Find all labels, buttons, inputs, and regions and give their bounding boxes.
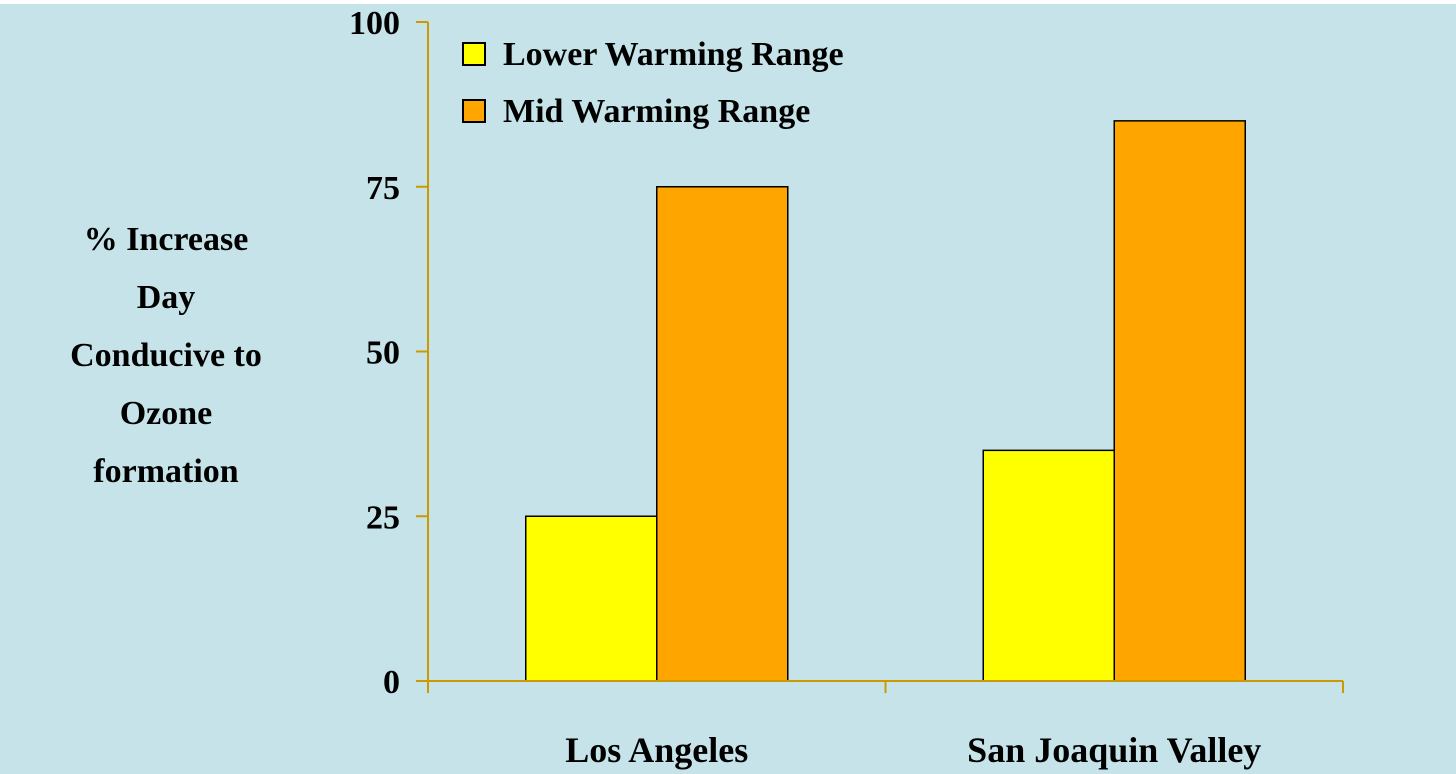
bar [656,186,789,682]
x-category-labels: Los Angeles San Joaquin Valley [565,730,1261,770]
y-ticks: 0 25 50 75 100 [349,5,428,701]
y-axis-label-line: formation [93,453,239,490]
y-axis-label-line: Day [137,279,196,316]
bar [525,515,658,682]
y-tick-label: 0 [383,664,400,701]
bar [1113,120,1246,682]
y-tick-label: 75 [366,170,400,207]
y-tick-label: 50 [366,335,400,372]
bar [982,449,1115,682]
legend-label: Lower Warming Range [503,36,844,73]
y-axis-label-line: % Increase [84,221,249,258]
legend-swatch [462,99,486,123]
x-category-label: Los Angeles [565,730,748,770]
x-ticks [427,681,1344,693]
y-axis-label-line: Ozone [120,395,213,432]
y-axis-label: % Increase Day Conducive to Ozone formation [70,221,262,490]
y-tick-label: 100 [349,5,400,42]
bars-layer [525,120,1246,682]
y-axis-label-line: Conducive to [70,337,262,374]
y-tick-label: 25 [366,499,400,536]
legend-label: Mid Warming Range [503,93,810,130]
legend-swatch [462,42,486,66]
x-category-label: San Joaquin Valley [967,730,1261,770]
legend: Lower Warming Range Mid Warming Range [462,36,844,130]
